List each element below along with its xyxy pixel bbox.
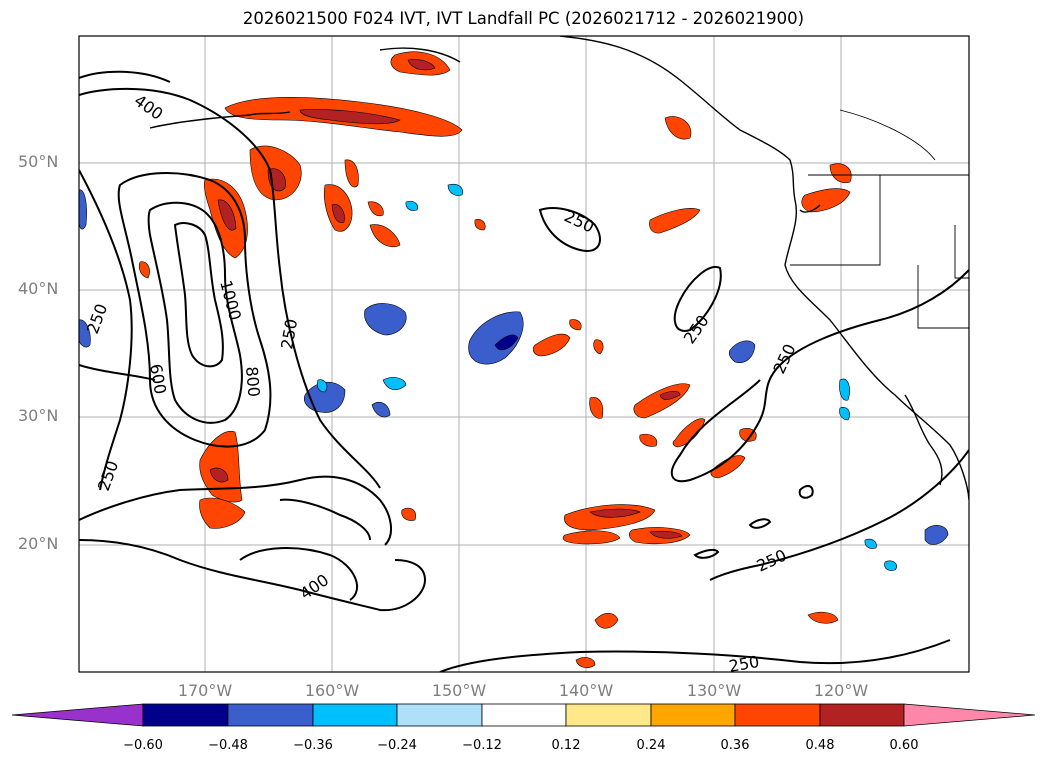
lon-label: 150°W [431, 681, 487, 700]
colorbar-tick: 0.12 [551, 738, 581, 753]
colorbar-extend-low [11, 703, 144, 727]
colorbar-segment [396, 703, 483, 727]
colorbar-segment [142, 703, 229, 727]
map-title: 2026021500 F024 IVT, IVT Landfall PC (20… [242, 9, 805, 28]
colorbar-segment [312, 703, 398, 727]
contour-label: 250 [727, 652, 760, 676]
ivt-contours [79, 70, 969, 672]
colorbar [11, 703, 1036, 727]
colorbar-tick: 0.48 [805, 738, 835, 753]
colorbar-tick: 0.36 [720, 738, 750, 753]
map-frame [78, 35, 970, 673]
lon-label: 130°W [686, 681, 742, 700]
lon-label: 160°W [304, 681, 360, 700]
colorbar-tick: 0.24 [636, 738, 666, 753]
gridlines [79, 36, 969, 672]
lat-label: 40°N [18, 279, 59, 298]
colorbar-tick: −0.48 [208, 738, 248, 753]
colorbar-extend-high [903, 703, 1036, 727]
positive-pc-areas [138, 51, 852, 669]
lat-label: 20°N [18, 534, 59, 553]
lon-label: 140°W [558, 681, 614, 700]
map-background [79, 36, 969, 672]
contour-label: 800 [242, 366, 264, 398]
colorbar-tick: −0.36 [293, 738, 333, 753]
colorbar-segment [819, 703, 905, 727]
colorbar-segment [227, 703, 314, 727]
colorbar-tick: −0.24 [377, 738, 417, 753]
colorbar-segment [481, 703, 567, 727]
borders [790, 109, 969, 329]
lat-label: 50°N [18, 152, 59, 171]
lon-label: 120°W [813, 681, 869, 700]
negative-pc-areas [79, 183, 949, 571]
colorbar-tick: −0.12 [462, 738, 502, 753]
colorbar-segment [650, 703, 736, 727]
colorbar-segment [734, 703, 821, 727]
lat-label: 30°N [18, 406, 59, 425]
colorbar-tick: −0.60 [123, 738, 163, 753]
colorbar-tick: 0.60 [889, 738, 919, 753]
coastlines [149, 36, 969, 501]
lon-label: 170°W [177, 681, 233, 700]
colorbar-segment [565, 703, 652, 727]
